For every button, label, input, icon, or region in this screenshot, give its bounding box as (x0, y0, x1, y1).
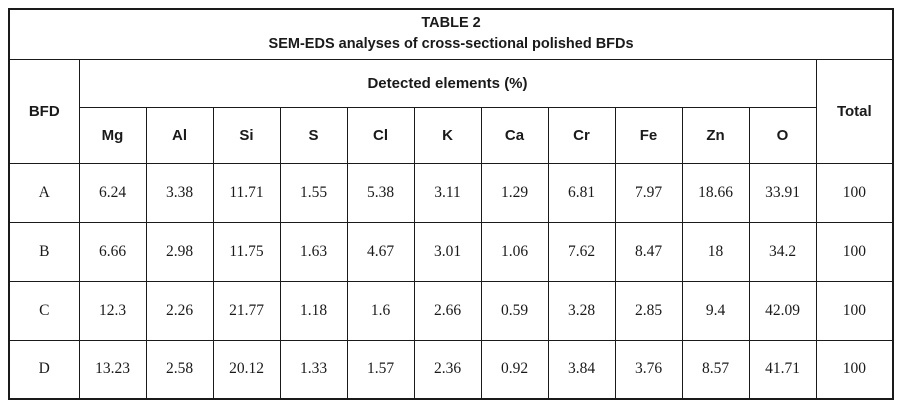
row-label: A (8, 162, 80, 223)
table-cell: 18.66 (681, 162, 750, 223)
table-cell: 12.3 (78, 280, 147, 341)
element-header-k: K (413, 106, 482, 164)
table-cell: 1.6 (346, 280, 415, 341)
group-header-row: BFD Detected elements (%) Total (8, 58, 894, 164)
element-header-mg: Mg (78, 106, 147, 164)
table-row-b: B 6.66 2.98 11.75 1.63 4.67 3.01 1.06 7.… (8, 221, 894, 282)
table-cell: 7.97 (614, 162, 683, 223)
element-header-ca: Ca (480, 106, 549, 164)
table-cell: 1.18 (279, 280, 348, 341)
table-cell: 0.92 (480, 339, 549, 400)
table-cell: 1.55 (279, 162, 348, 223)
element-header-o: O (748, 106, 817, 164)
table-cell: 5.38 (346, 162, 415, 223)
table-cell: 2.36 (413, 339, 482, 400)
table-cell: 8.47 (614, 221, 683, 282)
bfd-header: BFD (8, 58, 80, 164)
table-cell: 9.4 (681, 280, 750, 341)
element-header-fe: Fe (614, 106, 683, 164)
table-title-cell: TABLE 2 SEM-EDS analyses of cross-sectio… (8, 8, 894, 60)
table-cell: 11.71 (212, 162, 281, 223)
element-header-row: Mg Al Si S Cl K Ca Cr Fe Zn O (9, 106, 893, 164)
table-cell: 3.84 (547, 339, 616, 400)
row-label: B (8, 221, 80, 282)
table-cell: 1.29 (480, 162, 549, 223)
table-cell: 1.06 (480, 221, 549, 282)
sem-eds-table: TABLE 2 SEM-EDS analyses of cross-sectio… (8, 8, 895, 400)
table-cell: 8.57 (681, 339, 750, 400)
table-cell: 2.66 (413, 280, 482, 341)
table-cell: 3.76 (614, 339, 683, 400)
table-cell: 21.77 (212, 280, 281, 341)
total-cell: 100 (815, 162, 894, 223)
table-cell: 41.71 (748, 339, 817, 400)
table-title: TABLE 2 (421, 15, 481, 32)
row-label: C (8, 280, 80, 341)
table-cell: 2.26 (145, 280, 214, 341)
table-cell: 3.01 (413, 221, 482, 282)
table-row-a: A 6.24 3.38 11.71 1.55 5.38 3.11 1.29 6.… (8, 162, 894, 223)
table-cell: 3.28 (547, 280, 616, 341)
table-cell: 34.2 (748, 221, 817, 282)
row-label: D (8, 339, 80, 400)
table-cell: 6.66 (78, 221, 147, 282)
table-cell: 6.81 (547, 162, 616, 223)
table-cell: 7.62 (547, 221, 616, 282)
total-cell: 100 (815, 280, 894, 341)
table-cell: 4.67 (346, 221, 415, 282)
detected-elements-header: Detected elements (%) (78, 58, 817, 108)
element-header-si: Si (212, 106, 281, 164)
table-cell: 3.38 (145, 162, 214, 223)
table-cell: 20.12 (212, 339, 281, 400)
table-cell: 0.59 (480, 280, 549, 341)
total-cell: 100 (815, 339, 894, 400)
table-title-row: TABLE 2 SEM-EDS analyses of cross-sectio… (8, 8, 894, 60)
table-row-c: C 12.3 2.26 21.77 1.18 1.6 2.66 0.59 3.2… (8, 280, 894, 341)
element-header-s: S (279, 106, 348, 164)
element-header-cl: Cl (346, 106, 415, 164)
element-header-cr: Cr (547, 106, 616, 164)
table-cell: 42.09 (748, 280, 817, 341)
table-cell: 1.33 (279, 339, 348, 400)
table-cell: 6.24 (78, 162, 147, 223)
element-header-zn: Zn (681, 106, 750, 164)
table-cell: 2.85 (614, 280, 683, 341)
table-cell: 2.98 (145, 221, 214, 282)
table-cell: 33.91 (748, 162, 817, 223)
element-header-al: Al (145, 106, 214, 164)
table-cell: 1.63 (279, 221, 348, 282)
table-cell: 18 (681, 221, 750, 282)
table-cell: 2.58 (145, 339, 214, 400)
table-cell: 13.23 (78, 339, 147, 400)
table-row-d: D 13.23 2.58 20.12 1.33 1.57 2.36 0.92 3… (8, 339, 894, 400)
total-cell: 100 (815, 221, 894, 282)
table-cell: 1.57 (346, 339, 415, 400)
table-cell: 3.11 (413, 162, 482, 223)
total-header: Total (815, 58, 894, 164)
table-cell: 11.75 (212, 221, 281, 282)
table-subtitle: SEM-EDS analyses of cross-sectional poli… (268, 36, 634, 53)
